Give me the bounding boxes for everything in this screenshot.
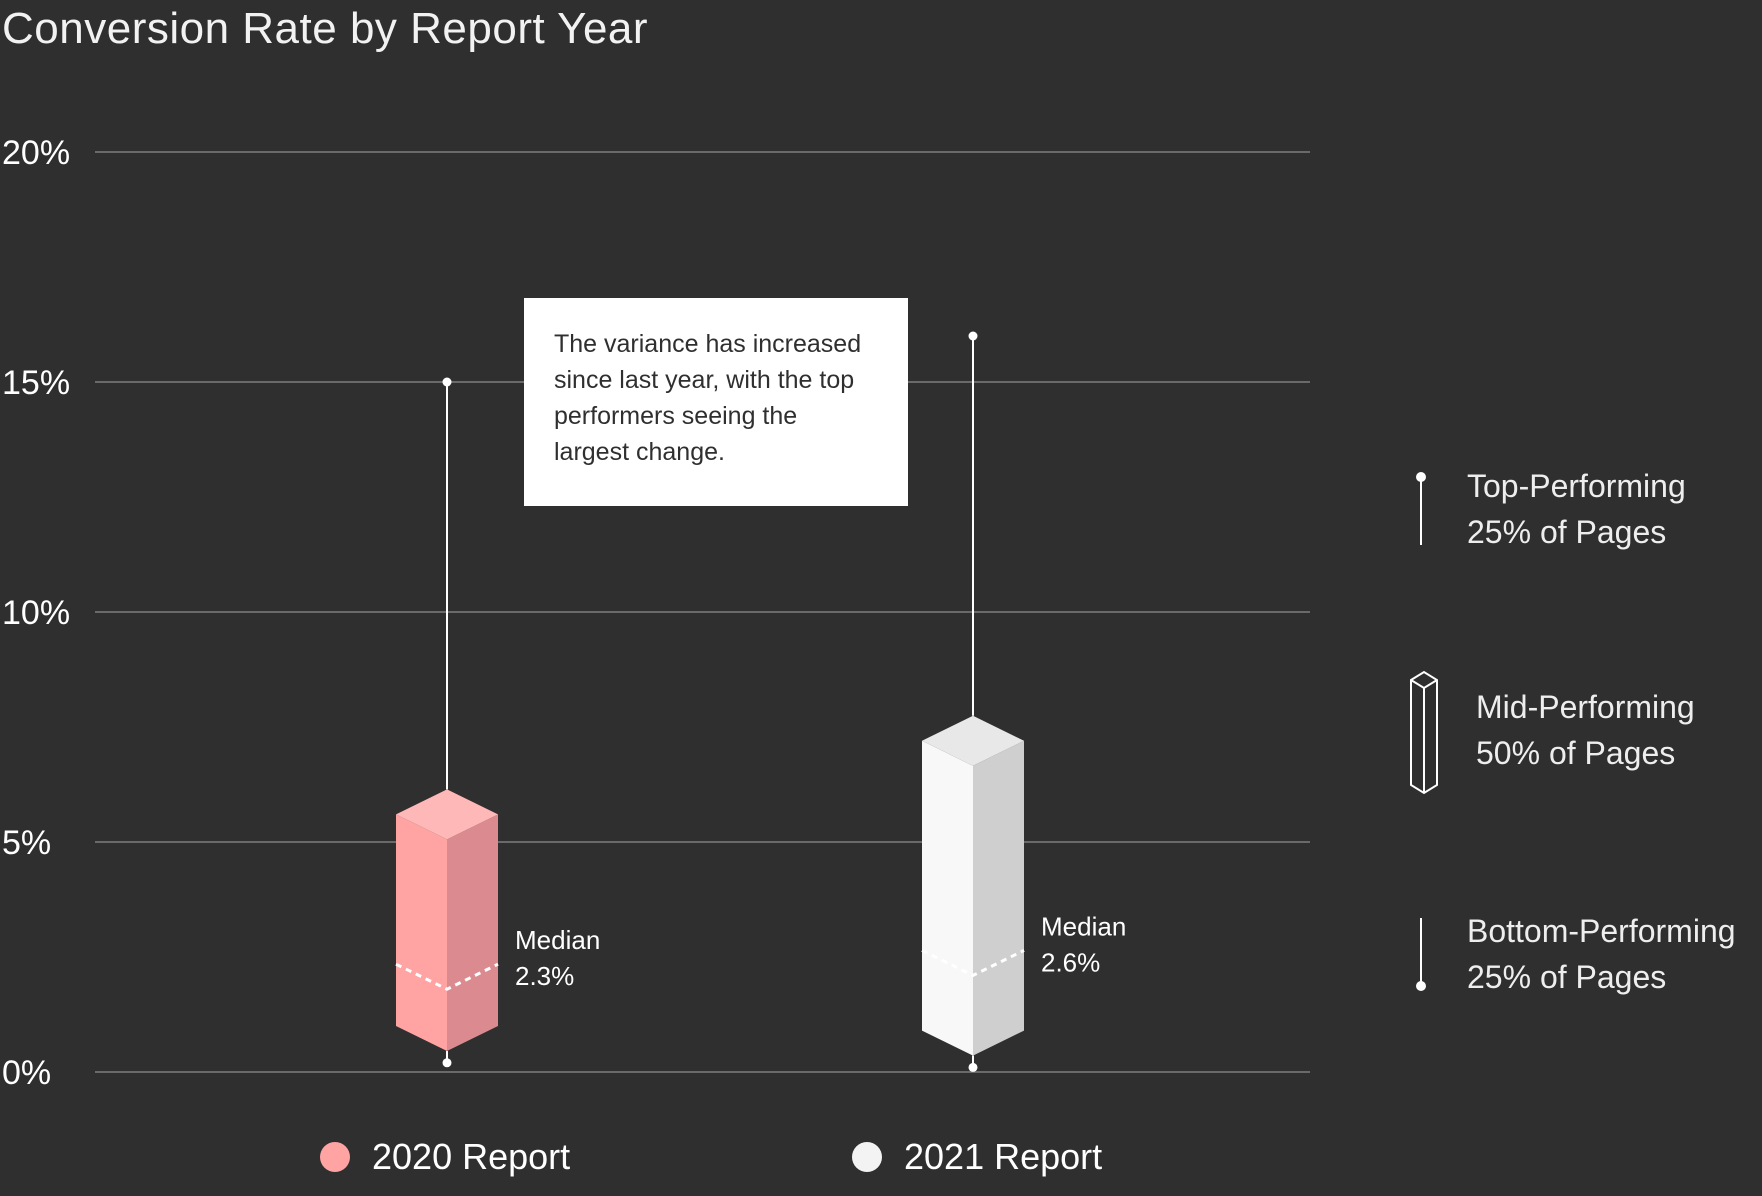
max-point bbox=[968, 331, 978, 341]
bottom-whisker-icon bbox=[1416, 918, 1426, 991]
box-top-face bbox=[396, 789, 498, 840]
box-front-face bbox=[396, 814, 447, 1051]
legend-top-line2: 25% of Pages bbox=[1467, 514, 1667, 550]
legend-swatch-2020 bbox=[320, 1142, 350, 1172]
legend-bottom-line1: Bottom-Performing bbox=[1467, 913, 1736, 949]
median-label: Median bbox=[1041, 911, 1126, 941]
box-side-face bbox=[973, 740, 1024, 1056]
max-point bbox=[442, 377, 452, 387]
legend-label-2020: 2020 Report bbox=[372, 1136, 571, 1177]
y-tick-label: 10% bbox=[2, 594, 70, 632]
legend-top-line1: Top-Performing bbox=[1467, 468, 1686, 504]
annotation-line: performers seeing the bbox=[554, 402, 798, 430]
median-value-label: 2.3% bbox=[515, 961, 574, 991]
legend-mid-performing: Mid-Performing 50% of Pages bbox=[1476, 684, 1695, 776]
box-front-face bbox=[922, 740, 973, 1056]
legend-label-2021: 2021 Report bbox=[904, 1136, 1103, 1177]
median-label: Median bbox=[515, 925, 600, 955]
legend-item-2021: 2021 Report bbox=[852, 1136, 1102, 1178]
legend-top-performing: Top-Performing 25% of Pages bbox=[1467, 463, 1686, 555]
min-point bbox=[968, 1062, 978, 1072]
top-whisker-icon bbox=[1416, 472, 1426, 545]
legend-item-2020: 2020 Report bbox=[320, 1136, 570, 1178]
legend-mid-line1: Mid-Performing bbox=[1476, 689, 1695, 725]
legend-mid-line2: 50% of Pages bbox=[1476, 735, 1676, 771]
box-side-face bbox=[447, 814, 498, 1051]
median-value-label: 2.6% bbox=[1041, 947, 1100, 977]
y-tick-label: 15% bbox=[2, 364, 70, 402]
median-line bbox=[921, 949, 1025, 978]
shape-legend-icons bbox=[1410, 472, 1438, 991]
annotation-line: since last year, with the top bbox=[554, 366, 855, 394]
y-tick-label: 20% bbox=[2, 134, 70, 172]
legend-bottom-line2: 25% of Pages bbox=[1467, 959, 1667, 995]
y-tick-label: 0% bbox=[2, 1054, 51, 1092]
box-top-face bbox=[922, 715, 1024, 766]
boxes: Median 2.3% Median 2.6% bbox=[395, 331, 1126, 1072]
gridlines bbox=[95, 151, 1310, 1073]
y-tick-label: 5% bbox=[2, 824, 51, 862]
annotation-line: The variance has increased bbox=[554, 330, 862, 358]
legend-bottom-performing: Bottom-Performing 25% of Pages bbox=[1467, 908, 1736, 1000]
box-2021: Median 2.6% bbox=[921, 331, 1126, 1072]
mid-box-icon bbox=[1410, 670, 1438, 795]
annotation-callout: The variance has increased since last ye… bbox=[524, 298, 908, 506]
min-point bbox=[442, 1058, 452, 1068]
chart-title: Conversion Rate by Report Year bbox=[2, 4, 649, 53]
legend-swatch-2021 bbox=[852, 1142, 882, 1172]
box-2020: Median 2.3% bbox=[395, 377, 600, 1068]
median-line bbox=[395, 962, 499, 991]
annotation-line: largest change. bbox=[554, 438, 725, 466]
y-axis-ticks: 0% 5% 10% 15% 20% bbox=[2, 134, 70, 1092]
